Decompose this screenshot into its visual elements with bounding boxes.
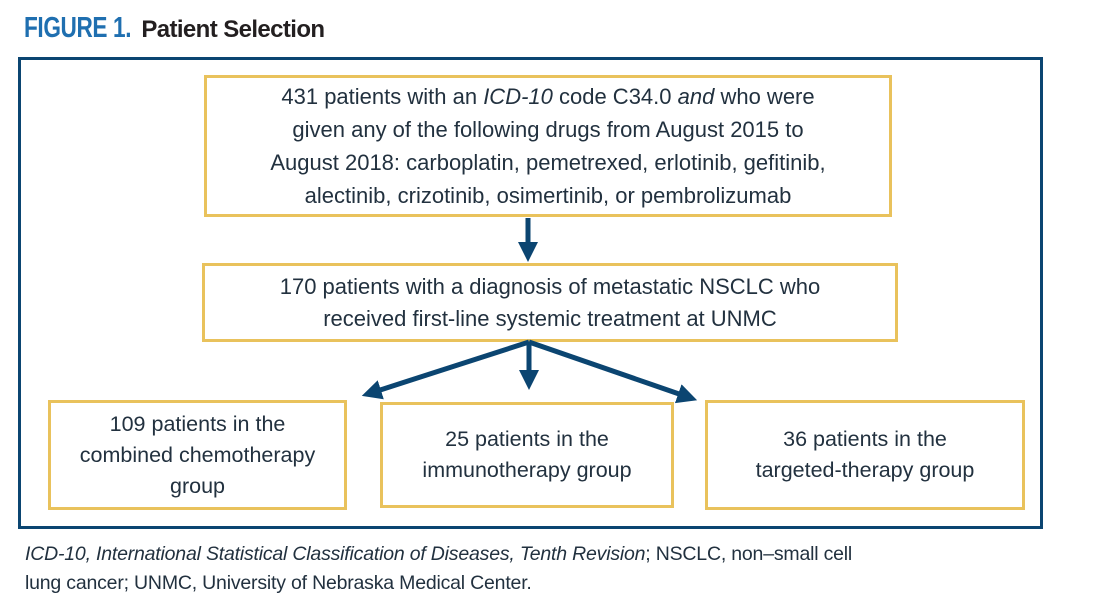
figure-footnote: ICD-10, International Statistical Classi… xyxy=(25,540,1085,598)
footnote-line: ICD-10, International Statistical Classi… xyxy=(25,540,1085,569)
flow-box-line: given any of the following drugs from Au… xyxy=(292,117,804,142)
flow-box-line: 36 patients in the xyxy=(783,427,947,451)
flow-box-line: targeted-therapy group xyxy=(755,458,975,482)
footnote-line: lung cancer; UNMC, University of Nebrask… xyxy=(25,572,532,594)
flow-box-line: August 2018: carboplatin, pemetrexed, er… xyxy=(270,150,826,175)
flow-box-line: 109 patients in the xyxy=(109,411,286,436)
arrow-mid-to-targeted-icon xyxy=(528,339,698,404)
text-segment: 431 patients with an xyxy=(281,84,484,109)
text-segment-italic: and xyxy=(677,84,715,109)
flow-box-431-patients: 431 patients with an ICD-10 code C34.0 a… xyxy=(204,75,892,217)
flow-box-chemotherapy-group: 109 patients in the combined chemotherap… xyxy=(48,400,347,510)
arrow-mid-to-chemo-icon xyxy=(361,339,530,400)
flow-box-line: 431 patients with an ICD-10 code C34.0 a… xyxy=(207,80,889,113)
figure-label: FIGURE 1. xyxy=(24,12,132,44)
text-segment-italic: ICD-10, International Statistical Classi… xyxy=(25,543,646,565)
figure-header: FIGURE 1. Patient Selection xyxy=(24,12,325,45)
figure-title: Patient Selection xyxy=(141,16,325,43)
text-segment: who were xyxy=(714,84,815,109)
flow-box-line: received first-line systemic treatment a… xyxy=(323,305,777,331)
flow-box-170-patients: 170 patients with a diagnosis of metasta… xyxy=(202,263,898,342)
flow-box-line: 170 patients with a diagnosis of metasta… xyxy=(279,273,821,299)
text-segment: code C34.0 xyxy=(552,84,678,109)
flow-box-line: 25 patients in the xyxy=(445,427,609,451)
text-segment-italic: ICD-10 xyxy=(483,84,553,109)
text-segment: ; NSCLC, non–small cell xyxy=(645,543,853,565)
flowchart-frame: 431 patients with an ICD-10 code C34.0 a… xyxy=(18,57,1043,529)
flow-box-line: group xyxy=(170,473,225,498)
flow-box-line: immunotherapy group xyxy=(422,458,632,482)
flow-box-targeted-therapy-group: 36 patients in the targeted-therapy grou… xyxy=(705,400,1025,510)
flow-box-line: combined chemotherapy xyxy=(79,442,316,467)
flow-box-line: alectinib, crizotinib, osimertinib, or p… xyxy=(304,183,792,208)
flow-box-immunotherapy-group: 25 patients in the immunotherapy group xyxy=(380,402,674,508)
